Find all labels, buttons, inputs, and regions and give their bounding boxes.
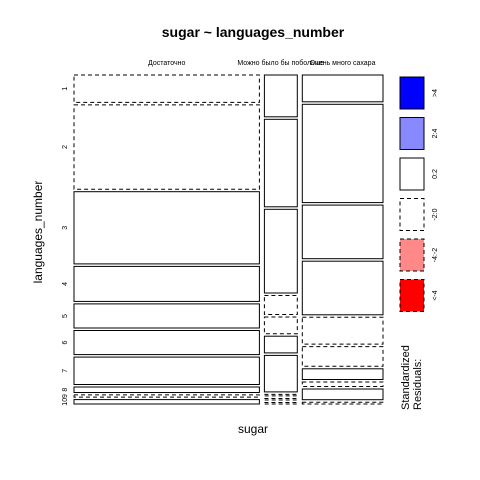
chart-title: sugar ~ languages_number	[162, 24, 345, 40]
row-label-10: 10	[62, 398, 69, 406]
legend-swatch-2	[399, 157, 425, 191]
tile-row9-col0	[73, 394, 260, 398]
tile-row6-col1	[263, 335, 298, 354]
legend-label-4: -4:-2	[432, 248, 439, 263]
tile-row8-col0	[73, 386, 260, 393]
tile-row5-col0	[73, 303, 260, 329]
row-labels: 1 2 3 4 5 6 7 8 910	[62, 87, 69, 406]
tile-row2-col2	[301, 103, 384, 204]
legend-swatch-1	[399, 117, 425, 150]
tile-row10-col2	[301, 401, 384, 405]
column-label-2: Очень много сахара	[310, 60, 376, 67]
row-label-2: 2	[62, 145, 69, 149]
tile-row1-col1	[263, 74, 298, 118]
legend-swatch-5	[399, 279, 425, 312]
tile-row2-col1	[263, 118, 298, 208]
tile-row9-col2	[301, 388, 384, 401]
row-label-9: 9	[62, 394, 69, 398]
column-label-1: Можно было бы побольше	[237, 59, 324, 67]
tile-row7-col2	[301, 368, 384, 380]
tile-row4-col1	[263, 295, 298, 315]
tile-row4-col0	[73, 265, 260, 302]
tile-row8-col1	[263, 393, 298, 397]
tile-row4-col2	[301, 260, 384, 316]
y-axis-label: languages_number	[31, 181, 45, 284]
row-label-3: 3	[62, 226, 69, 230]
tile-row2-col0	[73, 104, 260, 190]
tile-row6-col2	[301, 346, 384, 367]
legend: Standardized Residuals: >4 2:4 0:2 -2:0 -4:-…	[399, 76, 439, 410]
legend-label-2: 0:2	[432, 169, 439, 179]
legend-label-1: 2:4	[432, 129, 439, 139]
tile-row3-col2	[301, 204, 384, 260]
tile-row6-col0	[73, 330, 260, 356]
column-label-0: Достаточно	[148, 60, 185, 67]
tile-row9-col1	[263, 398, 298, 401]
tile-row7-col0	[73, 356, 260, 386]
row-label-5: 5	[62, 314, 69, 318]
tile-row3-col0	[73, 191, 260, 265]
row-label-4: 4	[62, 282, 69, 286]
row-label-1: 1	[62, 87, 69, 91]
tile-row1-col0	[73, 74, 260, 103]
x-axis-label: sugar	[238, 422, 268, 436]
legend-title-line1: Standardized	[400, 345, 412, 410]
legend-label-3: -2:0	[432, 208, 439, 220]
row-label-8: 8	[62, 388, 69, 392]
mosaic-tiles	[73, 74, 384, 405]
legend-swatch-0	[399, 76, 425, 110]
legend-label-0: >4	[432, 89, 439, 97]
row-label-7: 7	[62, 369, 69, 373]
tile-row1-col2	[301, 74, 384, 103]
tile-row5-col1	[263, 316, 298, 335]
tile-row7-col1	[263, 354, 298, 393]
tile-row8-col2	[301, 381, 384, 387]
legend-title-line2: Residuals:	[412, 359, 424, 410]
tile-row10-col0	[73, 399, 260, 405]
legend-swatch-3	[399, 198, 425, 231]
tile-row5-col2	[301, 316, 384, 345]
tile-row10-col1	[263, 402, 298, 405]
legend-swatch-4	[399, 238, 425, 272]
row-label-6: 6	[62, 341, 69, 345]
legend-label-5: <-4	[432, 290, 439, 300]
tile-row3-col1	[263, 208, 298, 294]
